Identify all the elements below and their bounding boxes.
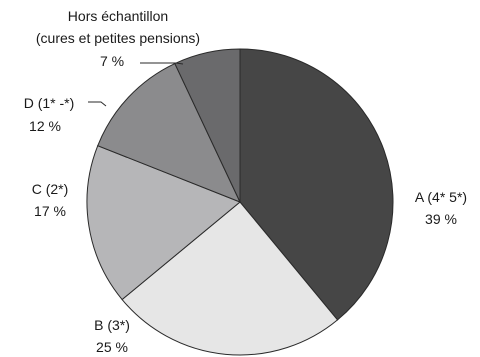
slice-c: [86, 145, 241, 301]
slice-label-c-name: C (2*): [32, 181, 69, 197]
slice-a: [239, 48, 394, 321]
slice-label-b-value: 25 %: [96, 339, 128, 355]
slice-label-d-name: D (1* -*): [24, 95, 75, 111]
leader-line-hors: [140, 62, 184, 65]
leader-line-d: [88, 101, 107, 107]
slice-label-c-value: 17 %: [34, 203, 66, 219]
pie-slices: [86, 48, 394, 356]
slice-label-hors-subname: (cures et petites pensions): [36, 30, 200, 46]
slice-label-a-name: A (4* 5*): [415, 189, 467, 205]
slice-label-b-name: B (3*): [94, 317, 130, 333]
slice-label-a-value: 39 %: [425, 211, 457, 227]
slice-label-hors-name: Hors échantillon: [68, 8, 168, 24]
slice-d: [97, 62, 241, 203]
slice-b: [121, 201, 339, 356]
slice-hors: [174, 48, 241, 203]
slice-label-hors-value: 7 %: [100, 53, 124, 69]
slice-label-d-value: 12 %: [29, 118, 61, 134]
